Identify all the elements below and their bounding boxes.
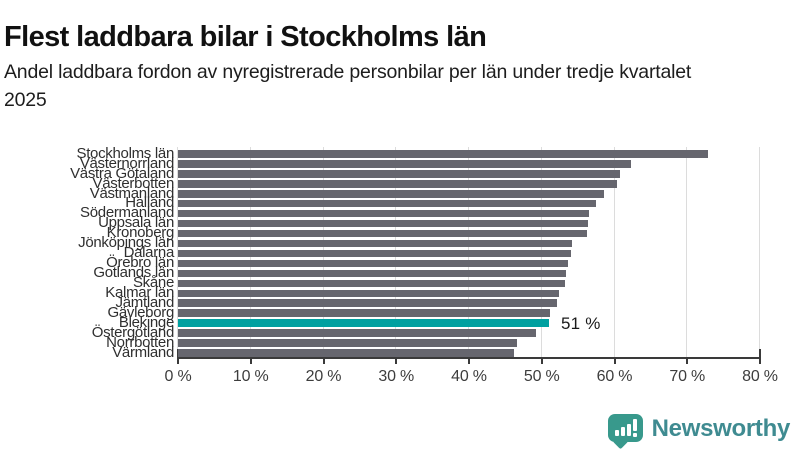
county-label: Gävleborg bbox=[107, 303, 174, 321]
county-label: Jämtland bbox=[115, 293, 175, 311]
bar bbox=[178, 239, 573, 248]
logo-mini-bar-3 bbox=[626, 424, 631, 436]
x-axis-tick bbox=[177, 357, 179, 364]
bar-highlighted bbox=[178, 319, 550, 327]
county-label: Gotlands län bbox=[93, 264, 174, 282]
x-axis-end-cap bbox=[759, 349, 761, 357]
bar bbox=[178, 170, 621, 178]
county-label: Halland bbox=[125, 194, 174, 212]
bar bbox=[178, 259, 568, 268]
logo-mini-bar-2 bbox=[620, 427, 625, 436]
county-label: Värmland bbox=[112, 343, 174, 361]
county-label: Skåne bbox=[132, 274, 174, 292]
logo-exclamation-line bbox=[632, 419, 637, 431]
bar bbox=[178, 180, 617, 188]
county-label: Västmanland bbox=[89, 184, 175, 202]
bar bbox=[178, 289, 560, 297]
x-tick-label: 80 % bbox=[742, 368, 778, 385]
bar bbox=[178, 150, 708, 158]
brand-name: Newsworthy bbox=[651, 415, 791, 442]
x-tick-label: 60 % bbox=[596, 368, 633, 385]
x-axis-tick bbox=[686, 357, 689, 364]
bar bbox=[178, 199, 596, 208]
county-label: Västerbotten bbox=[92, 174, 175, 192]
bar bbox=[178, 219, 589, 228]
x-axis-tick bbox=[249, 357, 252, 364]
county-label: Jönköpings län bbox=[78, 234, 174, 252]
county-label: Stockholms län bbox=[76, 144, 174, 162]
bar bbox=[178, 190, 604, 198]
value-annotation: 51 % bbox=[561, 314, 601, 334]
newsworthy-logo-icon bbox=[607, 414, 643, 450]
bar bbox=[178, 349, 515, 357]
county-label: Västernorrland bbox=[79, 154, 174, 172]
county-label: Västra Götaland bbox=[70, 164, 174, 182]
x-axis-tick bbox=[759, 357, 761, 364]
county-label: Blekinge bbox=[118, 313, 174, 331]
gridline bbox=[686, 147, 688, 357]
x-axis-tick bbox=[468, 357, 470, 364]
logo-exclamation-dot bbox=[632, 433, 637, 437]
x-axis-tick bbox=[395, 357, 398, 364]
gridline bbox=[613, 147, 615, 357]
x-axis-line bbox=[177, 357, 761, 359]
county-label: Örebro län bbox=[106, 254, 174, 272]
page-title: Flest laddbara bilar i Stockholms län bbox=[4, 21, 487, 54]
county-label: Kronoberg bbox=[106, 224, 175, 242]
county-label: Södermanland bbox=[80, 204, 174, 222]
bar bbox=[178, 299, 558, 307]
bar bbox=[178, 160, 632, 168]
logo-bubble bbox=[607, 414, 643, 442]
logo-mini-bar-1 bbox=[614, 430, 619, 436]
x-tick-label: 20 % bbox=[305, 368, 342, 385]
bar bbox=[178, 249, 571, 258]
gridline bbox=[759, 147, 760, 357]
bar bbox=[178, 269, 566, 278]
gridline bbox=[177, 147, 178, 357]
bar bbox=[178, 339, 517, 347]
county-label: Dalarna bbox=[123, 244, 175, 262]
x-axis-tick bbox=[322, 357, 325, 364]
x-tick-label: 10 % bbox=[232, 368, 269, 385]
bar bbox=[178, 229, 587, 238]
bar bbox=[178, 279, 566, 288]
bar bbox=[178, 209, 590, 218]
chart-subtitle: Andel laddbara fordon av nyregistrerade … bbox=[4, 61, 692, 111]
x-tick-label: 40 % bbox=[451, 368, 487, 385]
county-label: Östergötland bbox=[91, 323, 175, 341]
x-axis-tick bbox=[613, 357, 616, 364]
x-tick-label: 0 % bbox=[164, 368, 192, 385]
brand-footer: Newsworthy bbox=[607, 414, 791, 450]
county-label: Norrbotten bbox=[106, 333, 174, 351]
county-label: Uppsala län bbox=[98, 214, 174, 232]
x-tick-label: 70 % bbox=[669, 368, 706, 385]
x-axis-tick bbox=[540, 357, 543, 364]
x-tick-label: 30 % bbox=[378, 368, 415, 385]
county-label: Kalmar län bbox=[105, 284, 174, 301]
bar bbox=[178, 309, 551, 317]
x-tick-label: 50 % bbox=[523, 368, 560, 385]
bar bbox=[178, 329, 536, 337]
